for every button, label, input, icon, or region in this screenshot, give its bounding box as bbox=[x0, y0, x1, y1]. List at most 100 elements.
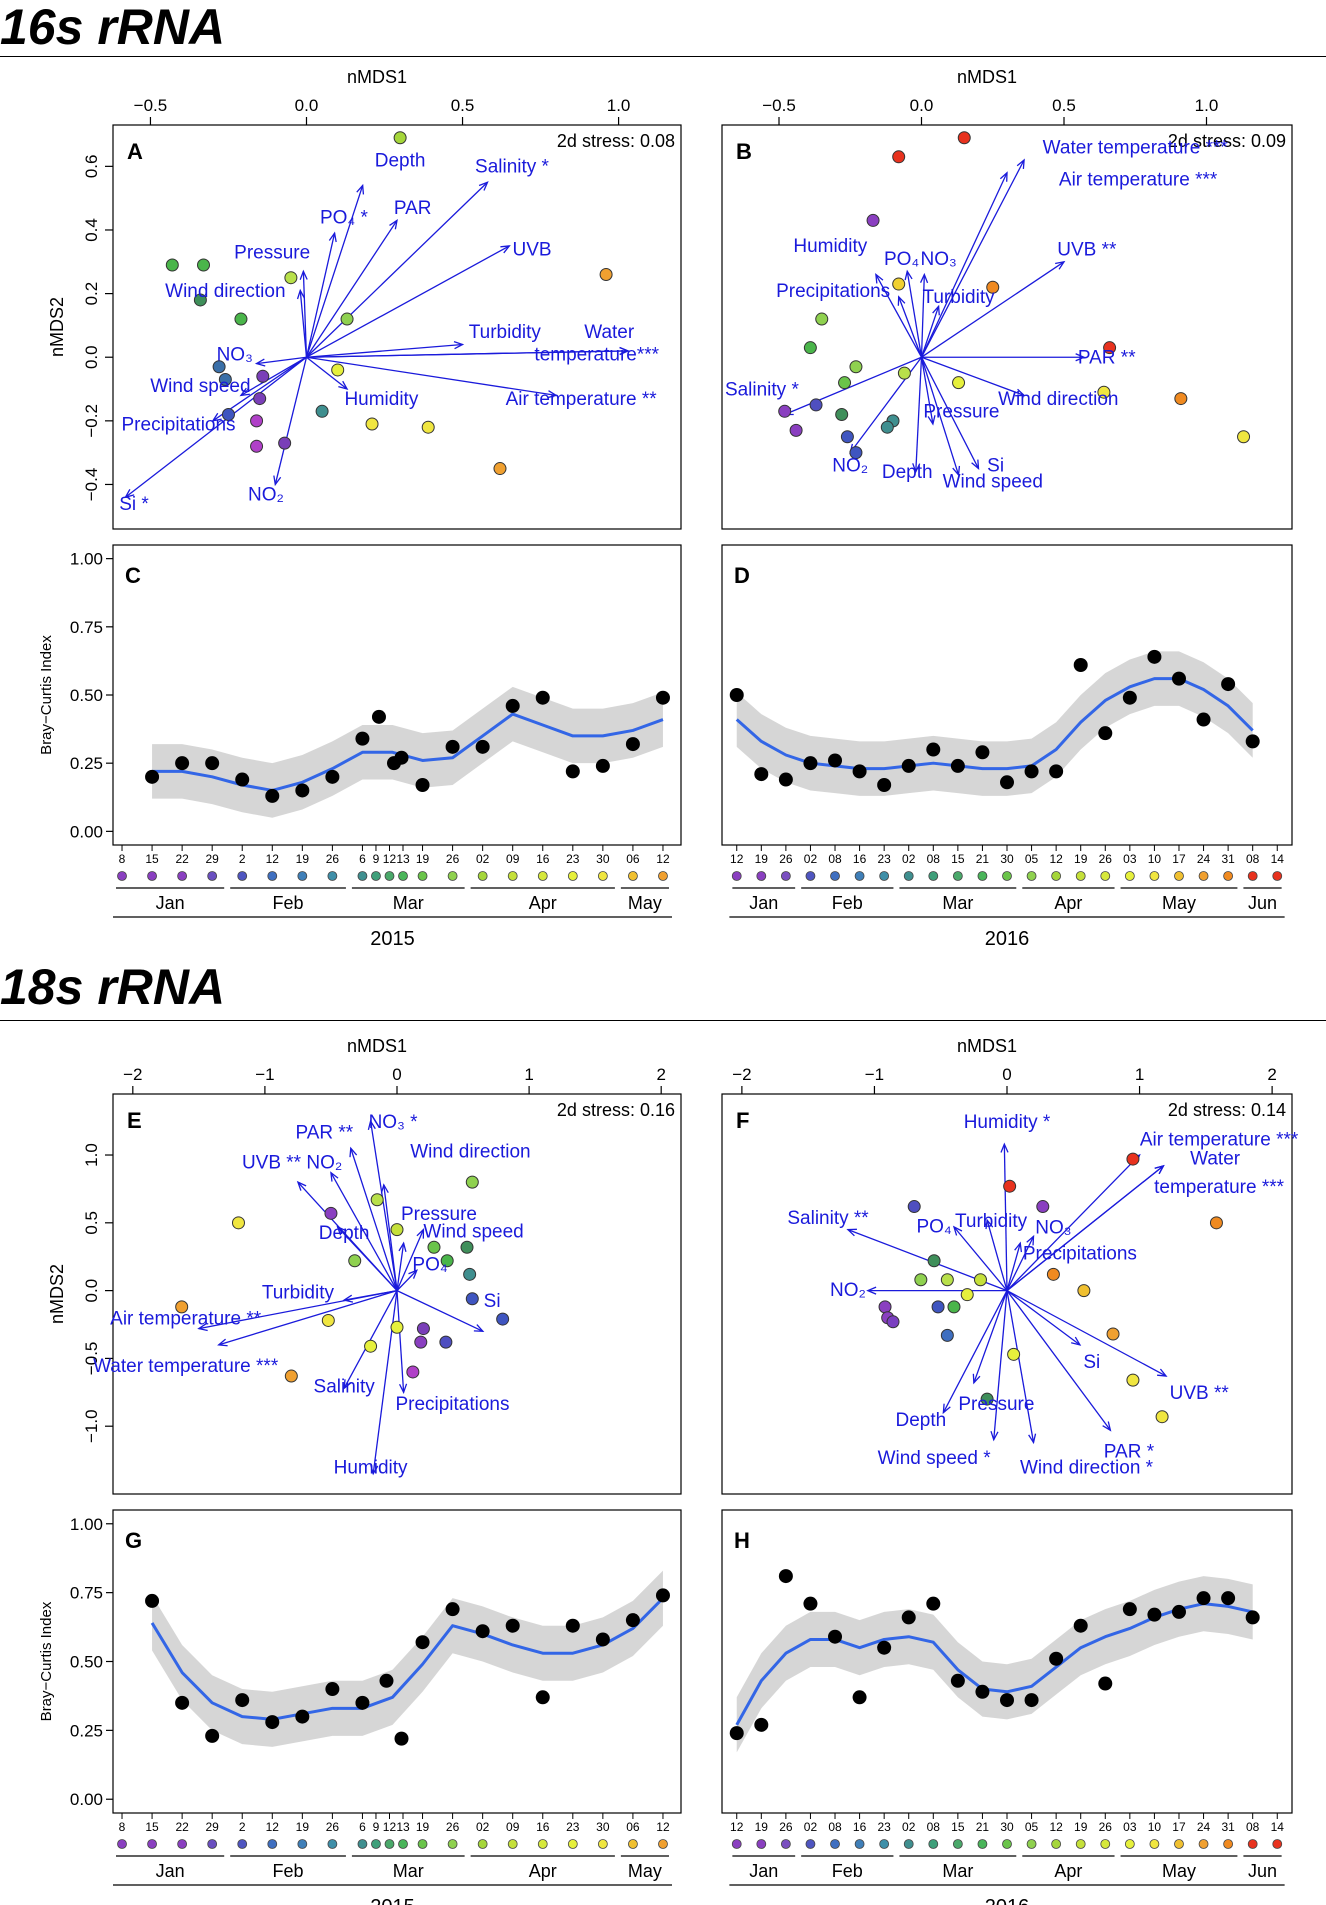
date-color-dot bbox=[756, 1839, 767, 1849]
year-label: 2016 bbox=[985, 1896, 1030, 1905]
ordination-panel-F: −2 −1 0 1 2 nMDS1 F 2d stress: 0.14 Humidity * Ai… bbox=[721, 1036, 1299, 1495]
date-color-dot bbox=[780, 871, 791, 881]
bray-curtis-point bbox=[1245, 1610, 1260, 1625]
date-label: 21 bbox=[976, 1820, 990, 1834]
date-label: 30 bbox=[596, 1820, 610, 1834]
date-color-dot bbox=[447, 1839, 458, 1849]
date-color-dot bbox=[780, 1839, 791, 1849]
env-vector-arrowhead bbox=[349, 1146, 358, 1158]
date-color-dot bbox=[1051, 1839, 1062, 1849]
x-tick-label: 2 bbox=[656, 1065, 665, 1084]
bray-curtis-point bbox=[1049, 1651, 1064, 1666]
y-tick-label: 0.2 bbox=[82, 282, 101, 306]
date-label: 10 bbox=[1148, 1820, 1162, 1834]
date-color-dot bbox=[117, 1839, 127, 1849]
date-color-dot bbox=[903, 1839, 914, 1849]
bray-curtis-point bbox=[265, 788, 280, 803]
sample-point bbox=[331, 363, 345, 377]
env-vector-arrowhead bbox=[124, 489, 135, 499]
bray-curtis-panel-H: H 12 19 26 02 08 16 23 02 08 15 21 30 05 12 19 26 03 10 17 2… bbox=[721, 1509, 1293, 1905]
date-color-dot bbox=[371, 871, 381, 881]
date-label: 24 bbox=[1197, 852, 1211, 866]
env-vector-arrow bbox=[920, 306, 940, 358]
y-tick-label: −0.2 bbox=[82, 404, 101, 438]
date-label: 19 bbox=[416, 1820, 430, 1834]
env-vector-label: Pressure bbox=[958, 1394, 1034, 1415]
env-vector-label: Turbidity bbox=[469, 322, 542, 343]
sample-point bbox=[809, 398, 823, 412]
sample-point bbox=[980, 1392, 994, 1406]
env-vector-arrowhead bbox=[453, 341, 465, 350]
env-vector-label: PO₄ bbox=[916, 1216, 951, 1237]
env-vector-arrowhead bbox=[866, 1286, 877, 1295]
panel-letter: H bbox=[734, 1528, 750, 1553]
bray-curtis-point bbox=[852, 764, 867, 779]
date-color-dot bbox=[567, 871, 578, 881]
x-axis-title: nMDS1 bbox=[347, 1036, 407, 1056]
env-vector-arrow bbox=[337, 1226, 398, 1292]
sample-point bbox=[1237, 430, 1251, 444]
sample-point bbox=[278, 436, 292, 450]
env-vector-label: Wind speed bbox=[423, 1222, 523, 1243]
env-vector-arrow bbox=[343, 1290, 398, 1389]
date-label: 29 bbox=[205, 852, 219, 866]
sample-point bbox=[364, 1339, 378, 1353]
date-label: 12 bbox=[656, 852, 670, 866]
env-vector-label: Precipitations bbox=[1023, 1243, 1137, 1264]
bray-curtis-point bbox=[445, 1602, 460, 1617]
date-color-dot bbox=[207, 1839, 218, 1849]
bray-curtis-point bbox=[371, 709, 386, 724]
loess-trend-line bbox=[735, 677, 1254, 771]
env-vector-arrowhead bbox=[211, 412, 222, 422]
env-vector-label: Humidity bbox=[344, 389, 418, 410]
env-vector-arrow bbox=[306, 181, 488, 358]
bray-curtis-point bbox=[1196, 712, 1211, 727]
date-label: 23 bbox=[877, 852, 891, 866]
env-vector-arrow bbox=[973, 1290, 1008, 1384]
date-color-dot bbox=[731, 1839, 742, 1849]
date-label: 31 bbox=[1221, 852, 1235, 866]
bray-curtis-point bbox=[1000, 1693, 1014, 1708]
sample-point bbox=[414, 1335, 428, 1349]
env-vector-label: temperature *** bbox=[1154, 1177, 1285, 1198]
bray-curtis-point bbox=[655, 1588, 670, 1603]
ordination-panel-A: −0.5 0.0 0.5 1.0 nMDS1 −0.4 −0.2 0.0 0.2 0.4 0.6 nM… bbox=[47, 67, 682, 530]
env-vector-arrowhead bbox=[1016, 158, 1025, 170]
date-label: 23 bbox=[566, 852, 580, 866]
env-vector-arrowhead bbox=[398, 1241, 407, 1253]
bray-curtis-point bbox=[1073, 1618, 1088, 1633]
x-tick-label: −1 bbox=[255, 1065, 274, 1084]
env-vector-arrow bbox=[921, 356, 1025, 397]
bray-curtis-point bbox=[505, 698, 520, 713]
date-color-dot bbox=[1198, 1839, 1209, 1849]
env-vector-arrowhead bbox=[239, 387, 250, 397]
date-label: 16 bbox=[536, 852, 550, 866]
bray-curtis-point bbox=[1024, 1693, 1039, 1708]
date-label: 19 bbox=[296, 852, 310, 866]
sample-point bbox=[914, 1273, 928, 1287]
bray-curtis-point bbox=[535, 1690, 550, 1705]
bray-curtis-point bbox=[565, 764, 580, 779]
sample-point bbox=[803, 341, 817, 355]
date-color-dot bbox=[1051, 871, 1062, 881]
env-vector-arrowhead bbox=[1015, 388, 1026, 397]
sample-point bbox=[250, 414, 264, 428]
date-color-dot bbox=[1272, 1839, 1283, 1849]
x-tick-label: 0 bbox=[1002, 1065, 1011, 1084]
bray-curtis-point bbox=[975, 1684, 990, 1699]
section-divider bbox=[0, 56, 1326, 57]
env-vector-label: UVB bbox=[512, 239, 551, 260]
sample-point bbox=[840, 430, 854, 444]
bray-curtis-point bbox=[205, 1728, 220, 1743]
env-vector-label: Wind speed bbox=[150, 376, 250, 397]
date-label: 30 bbox=[1000, 852, 1014, 866]
sample-point bbox=[973, 1273, 987, 1287]
bray-curtis-point bbox=[1122, 1602, 1137, 1617]
env-vector-arrowhead bbox=[328, 231, 337, 243]
x-tick-label: 1 bbox=[1135, 1065, 1144, 1084]
env-vector-arrowhead bbox=[299, 269, 308, 280]
date-color-dot bbox=[756, 871, 767, 881]
bray-curtis-point bbox=[235, 1693, 250, 1708]
env-vector-arrow bbox=[920, 357, 934, 425]
month-label: May bbox=[628, 893, 662, 913]
